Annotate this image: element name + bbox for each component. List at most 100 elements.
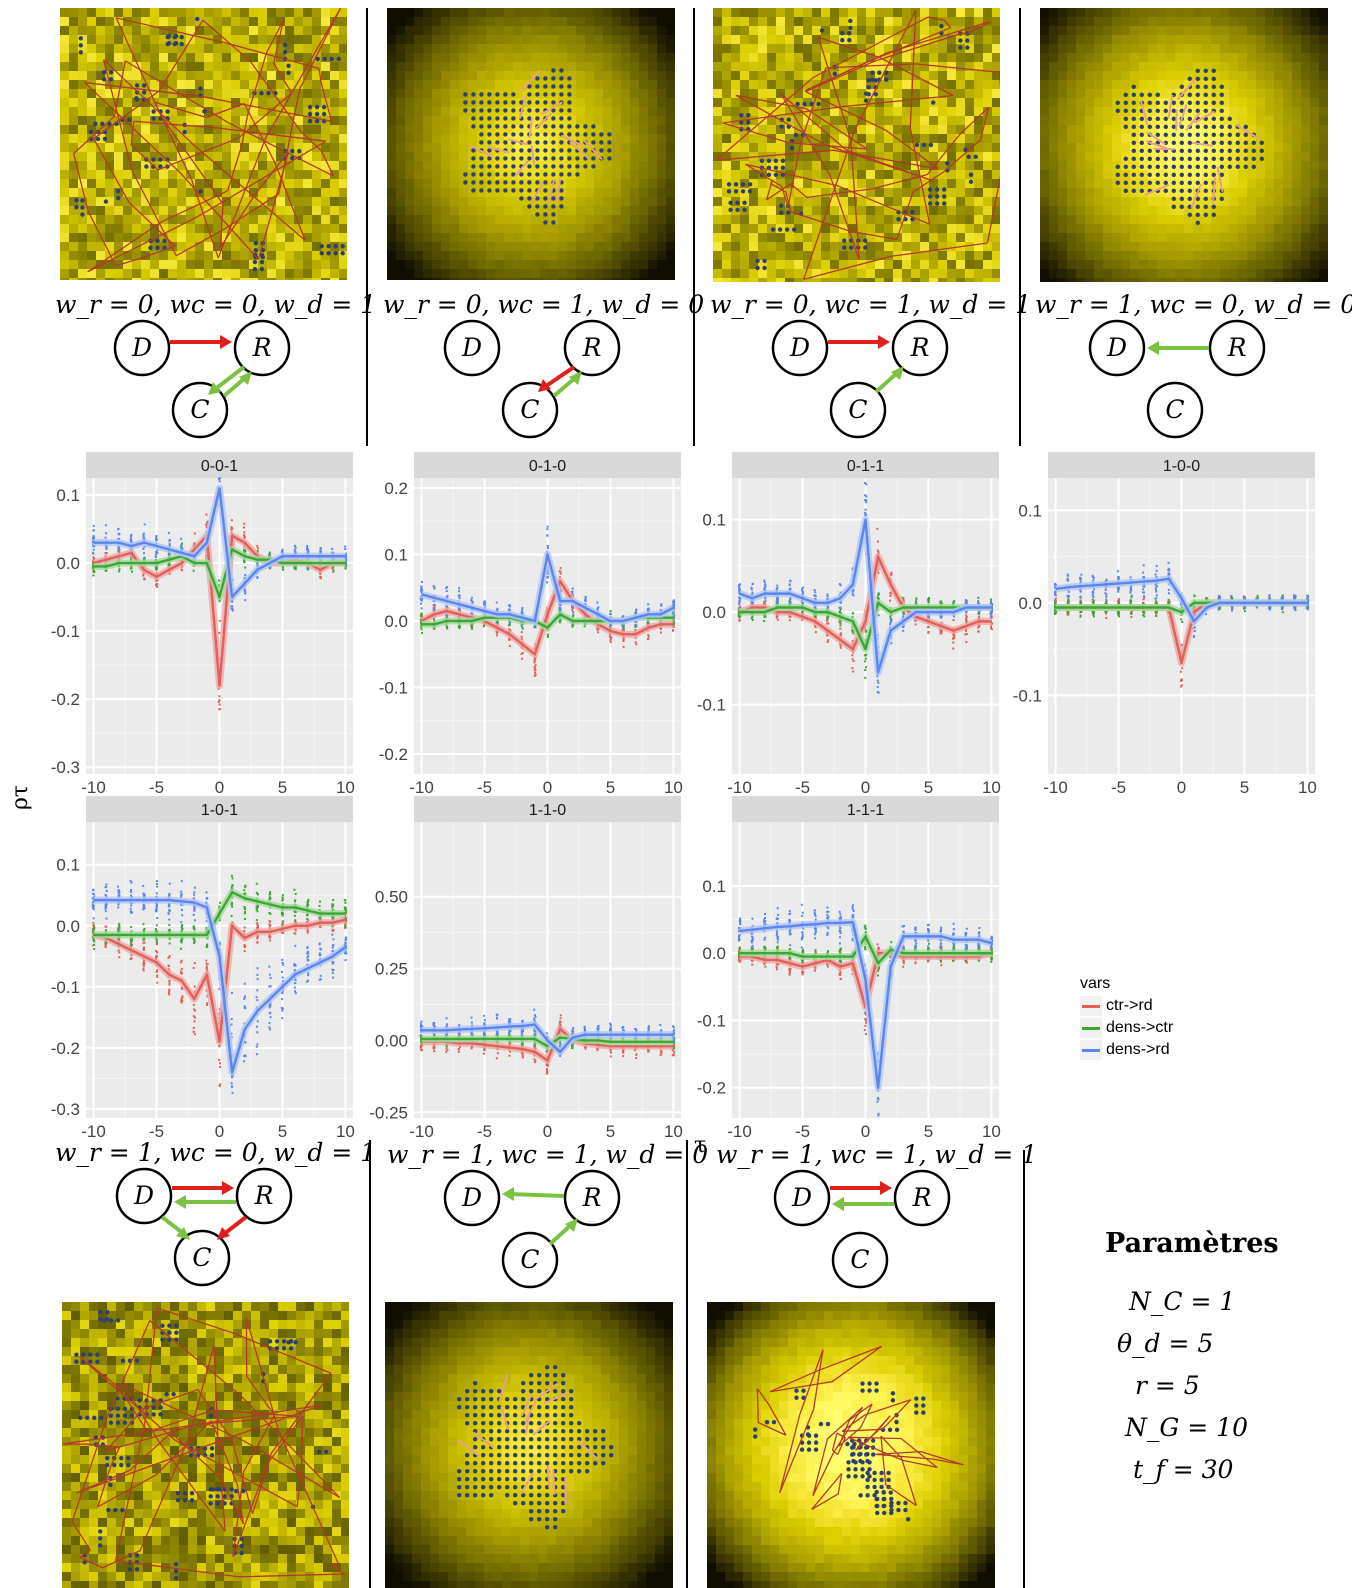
- settlement-dots: [1115, 68, 1264, 225]
- x-tick-label: -5: [477, 1122, 492, 1141]
- divider: [1023, 1150, 1025, 1588]
- chart-panel-0-1-0: 0-1-0 -10 -5 0 5 10 0.2 0.1 0.0 -0.1 -0.2: [366, 452, 683, 798]
- series-line-dens-to-rd: [1055, 577, 1308, 623]
- network-edges: [469, 69, 603, 205]
- y-tick-label: 0.0: [384, 612, 408, 631]
- series-line-dens-to-ctr: [739, 935, 992, 965]
- legend-item: dens->ctr: [1080, 1017, 1173, 1039]
- node-d: D: [789, 333, 810, 362]
- x-tick-label: 0: [215, 778, 224, 797]
- node-c: C: [1165, 395, 1184, 424]
- node-c: C: [520, 1245, 539, 1274]
- divider: [366, 8, 368, 446]
- series-line-ctr-to-rd: [739, 555, 992, 651]
- config-label: w_r = 1, wc = 1, w_d = 0: [387, 1140, 709, 1169]
- node-r: R: [910, 333, 930, 362]
- x-tick-label: 10: [982, 778, 1001, 797]
- y-tick-label: 0.0: [56, 554, 80, 573]
- y-tick-label: 0.50: [375, 888, 408, 907]
- node-r: R: [912, 1183, 932, 1212]
- y-tick-label: -0.3: [51, 758, 80, 777]
- legend-item: dens->rd: [1080, 1039, 1173, 1061]
- chart-panel-0-1-1: 0-1-1 -10 -5 0 5 10 0.1 0.0 -0.1: [684, 452, 1001, 798]
- sim-image-0-1-1: [713, 8, 1000, 282]
- legend-label: ctr->rd: [1106, 997, 1153, 1014]
- settlement-dots: [74, 16, 345, 272]
- y-tick-label: -0.2: [379, 745, 408, 764]
- series-line-ctr-to-rd: [93, 918, 346, 1043]
- chart-panel-1-0-0: 1-0-0 -10 -5 0 5 10 0.1 0.0 -0.1: [1000, 452, 1317, 798]
- network-edges: [1139, 78, 1261, 208]
- x-tick-label: 5: [278, 778, 287, 797]
- parameters-box: Paramètres N_C = 1 θ_d = 5 r = 5 N_G = 1…: [1105, 1228, 1279, 1491]
- y-tick-label: 0.0: [56, 917, 80, 936]
- chart-panel-1-1-0: 1-1-0 -10 -5 0 5 10 0.50 0.25 0.00 -0.25: [366, 796, 683, 1142]
- x-tick-label: 5: [606, 1122, 615, 1141]
- settlement-dots: [726, 18, 978, 271]
- x-tick-label: 10: [336, 778, 355, 797]
- sim-image-0-0-1: [60, 8, 347, 280]
- x-tick-label: -10: [1043, 778, 1068, 797]
- parameter-item: θ_d = 5: [1117, 1329, 1214, 1358]
- network-edges: [62, 1307, 345, 1578]
- series-line-dens-to-rd: [421, 553, 675, 623]
- parameter-item: N_G = 10: [1125, 1413, 1248, 1442]
- node-d: D: [133, 1181, 154, 1210]
- divider: [369, 1140, 371, 1588]
- y-tick-label: 0.25: [375, 960, 408, 979]
- panel-strip-label: 0-0-1: [201, 458, 238, 475]
- sim-image-1-1-0: [385, 1302, 673, 1588]
- parameters-title: Paramètres: [1105, 1228, 1279, 1259]
- panel-strip: [414, 452, 681, 478]
- sim-image-1-0-1: [62, 1302, 349, 1588]
- causal-graph-0-1-0: D R C: [440, 319, 630, 442]
- x-tick-label: -10: [409, 778, 434, 797]
- node-r: R: [582, 333, 602, 362]
- series-line-dens-to-ctr: [421, 1036, 674, 1048]
- settlement-dots: [753, 1381, 926, 1522]
- y-tick-label: 0.1: [1018, 501, 1042, 520]
- legend-label: dens->rd: [1106, 1041, 1170, 1058]
- node-d: D: [791, 1183, 812, 1212]
- y-tick-label: 0.1: [702, 877, 726, 896]
- divider: [686, 1140, 688, 1588]
- panel-strip: [732, 452, 999, 478]
- causal-graph-0-1-1: D R C: [768, 319, 958, 442]
- network-edges: [715, 10, 1000, 281]
- x-tick-label: 0: [543, 1122, 552, 1141]
- config-label: w_r = 1, wc = 0, w_d = 1: [55, 1138, 377, 1167]
- settlement-dots: [457, 1365, 614, 1530]
- x-tick-label: -5: [477, 778, 492, 797]
- panel-strip: [414, 796, 681, 822]
- x-tick-label: 10: [336, 1122, 355, 1141]
- x-tick-label: 5: [924, 778, 933, 797]
- x-tick-label: 5: [606, 778, 615, 797]
- series-line-dens-to-rd: [739, 921, 992, 1089]
- y-tick-label: -0.1: [1013, 686, 1042, 705]
- chart-panel-1-1-1: 1-1-1 -10 -5 0 5 10 0.1 0.0 -0.1 -0.2: [684, 796, 1001, 1142]
- panel-strip: [1048, 452, 1315, 478]
- config-label: w_r = 1, wc = 1, w_d = 1: [716, 1140, 1038, 1169]
- x-tick-label: -10: [81, 1122, 106, 1141]
- causal-graph-1-1-0: D R C: [440, 1169, 630, 1292]
- y-tick-label: 0.0: [1018, 594, 1042, 613]
- chart-panel-0-0-1: 0-0-1 -10 -5 0 5 10 0.1 0.0 -0.1 -0.2 -0.3: [38, 452, 355, 798]
- config-label: w_r = 0, wc = 1, w_d = 0: [383, 290, 705, 319]
- y-tick-label: 0.1: [56, 856, 80, 875]
- x-tick-label: -10: [727, 1122, 752, 1141]
- node-r: R: [254, 1181, 274, 1210]
- config-label: w_r = 0, wc = 0, w_d = 1: [55, 290, 377, 319]
- y-tick-label: -0.25: [369, 1103, 408, 1122]
- x-tick-label: -10: [409, 1122, 434, 1141]
- y-tick-label: 0.00: [375, 1031, 408, 1050]
- y-tick-label: -0.2: [697, 1079, 726, 1098]
- x-tick-label: 10: [664, 778, 683, 797]
- x-tick-label: 5: [278, 1122, 287, 1141]
- divider: [1019, 8, 1021, 446]
- x-tick-label: 10: [1298, 778, 1317, 797]
- panel-strip-label: 1-1-0: [529, 802, 566, 819]
- causal-graph-1-0-0: D R C: [1085, 319, 1275, 442]
- network-edges: [756, 1345, 964, 1510]
- x-tick-label: 10: [982, 1122, 1001, 1141]
- node-r: R: [252, 333, 272, 362]
